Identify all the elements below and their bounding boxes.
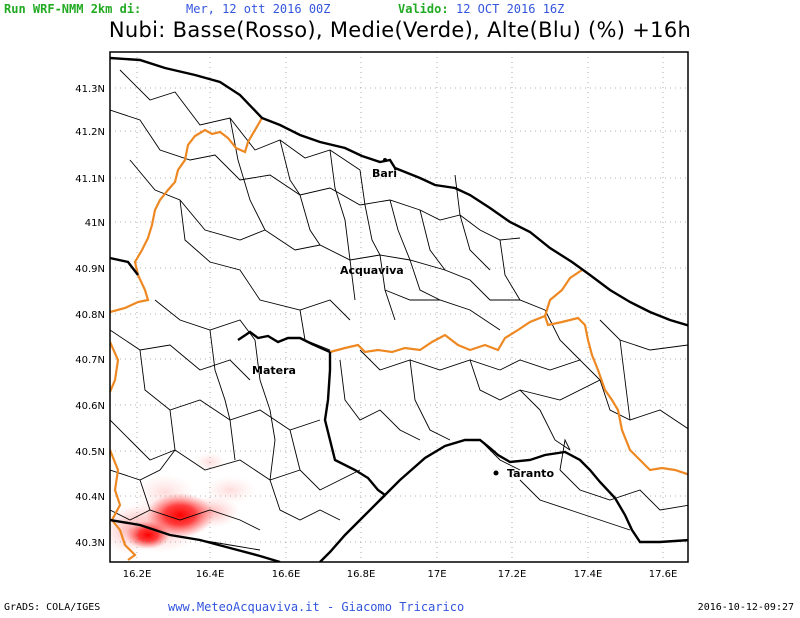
- lat-tick-label: 40.8N: [75, 310, 105, 321]
- map-title: Nubi: Basse(Rosso), Medie(Verde), Alte(B…: [108, 18, 692, 42]
- lat-tick-label: 41.3N: [75, 84, 105, 95]
- run-value: Mer, 12 ott 2016 00Z: [186, 2, 331, 16]
- city-bari: Bari: [372, 158, 397, 180]
- city-taranto: Taranto: [493, 467, 554, 480]
- map-frame: [109, 51, 689, 563]
- lon-tick-label: 16.2E: [123, 569, 152, 580]
- lon-tick-label: 16.8E: [347, 569, 376, 580]
- city-label-matera: Matera: [252, 364, 296, 377]
- lat-tick-label: 40.3N: [75, 538, 105, 549]
- longitude-tick-labels: 16.2E 16.4E 16.6E 16.8E 17E 17.2E 17.4E 17.6E: [123, 569, 678, 580]
- lat-tick-label: 40.6N: [75, 401, 105, 412]
- city-label-bari: Bari: [372, 167, 397, 180]
- generation-timestamp: 2016-10-12-09:27: [697, 602, 794, 613]
- lon-tick-label: 17.4E: [574, 569, 603, 580]
- valid-label: Valido:: [398, 2, 449, 16]
- regional-boundaries: [110, 117, 688, 561]
- lat-tick-label: 41.2N: [75, 127, 105, 138]
- lon-tick-label: 17.2E: [498, 569, 527, 580]
- valid-value: 12 OCT 2016 16Z: [456, 2, 565, 16]
- city-label-taranto: Taranto: [507, 467, 554, 480]
- lon-tick-label: 16.6E: [272, 569, 301, 580]
- taranto-marker: [493, 470, 499, 476]
- lat-tick-label: 40.5N: [75, 447, 105, 458]
- city-matera: Matera: [252, 364, 296, 377]
- municipal-boundaries: [110, 69, 688, 551]
- city-label-acquaviva: Acquaviva: [340, 264, 404, 277]
- lat-tick-label: 41.1N: [75, 174, 105, 185]
- lat-tick-label: 41N: [85, 218, 105, 229]
- lon-tick-label: 16.4E: [196, 569, 225, 580]
- grads-credit: GrADS: COLA/IGES: [4, 602, 101, 613]
- coordinate-grid: [110, 52, 688, 562]
- run-label: Run WRF-NMM 2km di:: [4, 2, 142, 16]
- author-credits: www.MeteoAcquaviva.it - Giacomo Tricaric…: [168, 600, 465, 614]
- low-cloud-field: [110, 452, 256, 554]
- city-acquaviva: Acquaviva: [340, 264, 404, 277]
- bari-marker: [383, 158, 387, 162]
- lat-tick-label: 40.9N: [75, 264, 105, 275]
- latitude-tick-labels: 41.3N 41.2N 41.1N 41N 40.9N 40.8N 40.7N 40.6N 40…: [75, 84, 105, 549]
- lat-tick-label: 40.7N: [75, 355, 105, 366]
- lat-tick-label: 40.4N: [75, 492, 105, 503]
- coastline: [110, 56, 688, 562]
- lon-tick-label: 17.6E: [649, 569, 678, 580]
- map-figure: 41.3N 41.2N 41.1N 41N 40.9N 40.8N 40.7N 40.6N 40…: [75, 51, 689, 580]
- lon-tick-label: 17E: [427, 569, 446, 580]
